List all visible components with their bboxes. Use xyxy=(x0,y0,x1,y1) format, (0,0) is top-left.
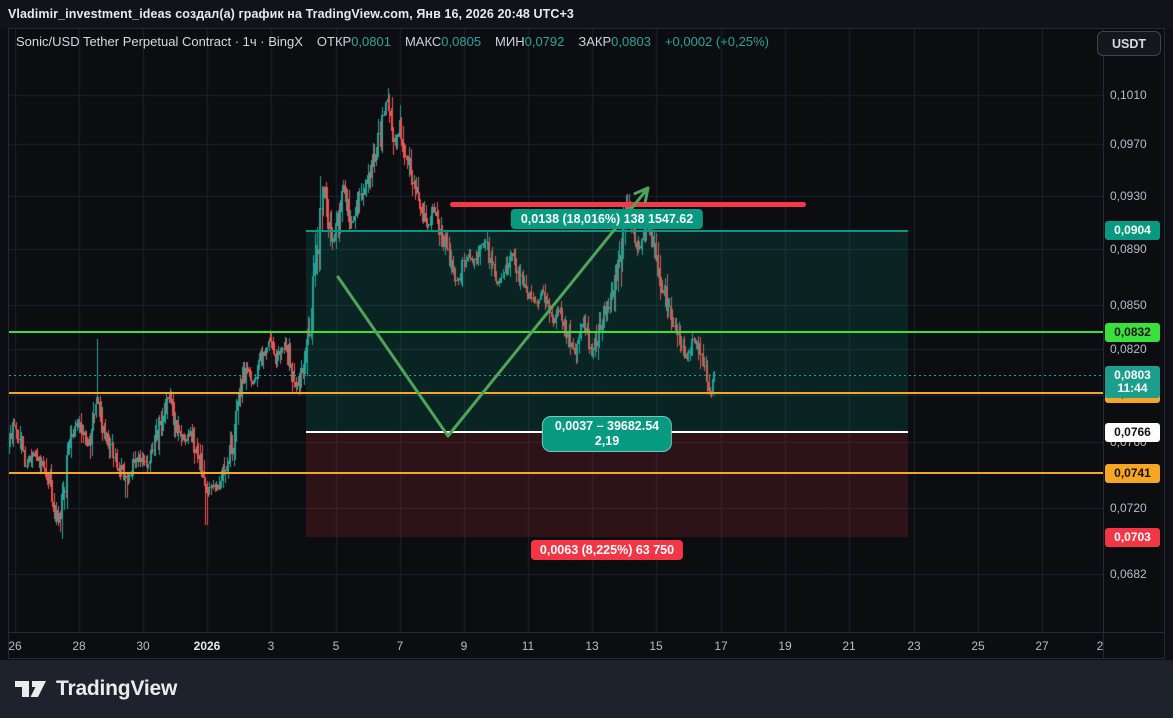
price-tick-label: 0,0682 xyxy=(1110,567,1147,581)
time-tick-label: 19 xyxy=(778,639,792,653)
time-tick-label: 15 xyxy=(649,639,663,653)
green-horizontal-line[interactable] xyxy=(9,331,1103,333)
price-tick-label: 0,1010 xyxy=(1110,88,1147,102)
position-target-label[interactable]: 0,0138 (18,016%) 138 1547.62 xyxy=(510,209,704,229)
attribution-text: Vladimir_investment_ideas создал(а) граф… xyxy=(8,7,574,21)
time-tick-label: 7 xyxy=(396,639,404,653)
price-tick-label: 0,0820 xyxy=(1110,342,1147,356)
symbol-title[interactable]: Sonic/USD Tether Perpetual Contract · 1ч… xyxy=(16,34,303,49)
price-axis-badge-target: 0,0904 xyxy=(1105,221,1160,240)
time-tick-label: 3 xyxy=(267,639,275,653)
time-tick-label: 2026 xyxy=(193,639,221,653)
time-tick-label: 2 xyxy=(1096,639,1104,653)
price-axis-badge-entry: 0,0766 xyxy=(1105,423,1160,442)
attribution-bar: Vladimir_investment_ideas создал(а) граф… xyxy=(0,0,1173,28)
price-tick-label: 0,0850 xyxy=(1110,298,1147,312)
orange-horizontal-line-upper[interactable] xyxy=(9,392,1103,394)
ohlc-low: МИН0,0792 xyxy=(495,34,565,49)
time-tick-label: 25 xyxy=(971,639,985,653)
position-entry-label-line2: 2,19 xyxy=(594,434,620,448)
position-entry-label-line1: 0,0037 – 39682.54 xyxy=(554,419,660,433)
time-tick-label: 9 xyxy=(460,639,468,653)
price-tick-label: 0,0890 xyxy=(1110,242,1147,256)
time-tick-label: 30 xyxy=(136,639,150,653)
currency-toggle-button[interactable]: USDT xyxy=(1096,31,1161,56)
chart-legend: Sonic/USD Tether Perpetual Contract · 1ч… xyxy=(16,34,769,49)
current-price-dotted-line xyxy=(9,375,1103,376)
ohlc-high: МАКС0,0805 xyxy=(404,34,482,49)
time-tick-label: 28 xyxy=(72,639,86,653)
price-axis-badge-green-level: 0,0832 xyxy=(1105,323,1160,342)
time-tick-label: 11 xyxy=(521,639,535,653)
ohlc-open: ОТКР0,0801 xyxy=(316,34,391,49)
time-tick-label: 27 xyxy=(1035,639,1049,653)
time-tick-label: 5 xyxy=(332,639,340,653)
price-tick-label: 0,0930 xyxy=(1110,189,1147,203)
orange-horizontal-line-lower[interactable] xyxy=(9,472,1103,474)
position-stop-label[interactable]: 0,0063 (8,225%) 63 750 xyxy=(530,540,684,560)
tradingview-footer: TradingView xyxy=(0,660,1173,718)
price-tick-label: 0,0720 xyxy=(1110,501,1147,515)
time-axis-separator xyxy=(8,632,1165,633)
time-tick-label: 13 xyxy=(585,639,599,653)
price-change: +0,0002 (+0,25%) xyxy=(664,34,769,49)
time-tick-label: 21 xyxy=(842,639,856,653)
time-tick-label: 17 xyxy=(714,639,728,653)
position-entry-label[interactable]: 0,0037 – 39682.54 2,19 xyxy=(541,416,673,452)
price-tick-label: 0,0970 xyxy=(1110,137,1147,151)
time-tick-label: 23 xyxy=(907,639,921,653)
time-tick-label: 26 xyxy=(8,639,22,653)
price-axis-badge-stop: 0,0703 xyxy=(1105,528,1160,547)
price-axis-separator xyxy=(1103,28,1104,659)
tradingview-logo-icon[interactable] xyxy=(13,676,47,702)
last-price-badge: 0,0803 11:44 xyxy=(1105,366,1160,398)
price-axis-badge-orange-level-2: 0,0741 xyxy=(1105,464,1160,483)
ohlc-close: ЗАКР0,0803 xyxy=(578,34,651,49)
tradingview-brand-text[interactable]: TradingView xyxy=(56,677,178,700)
red-resistance-line[interactable] xyxy=(450,202,806,207)
